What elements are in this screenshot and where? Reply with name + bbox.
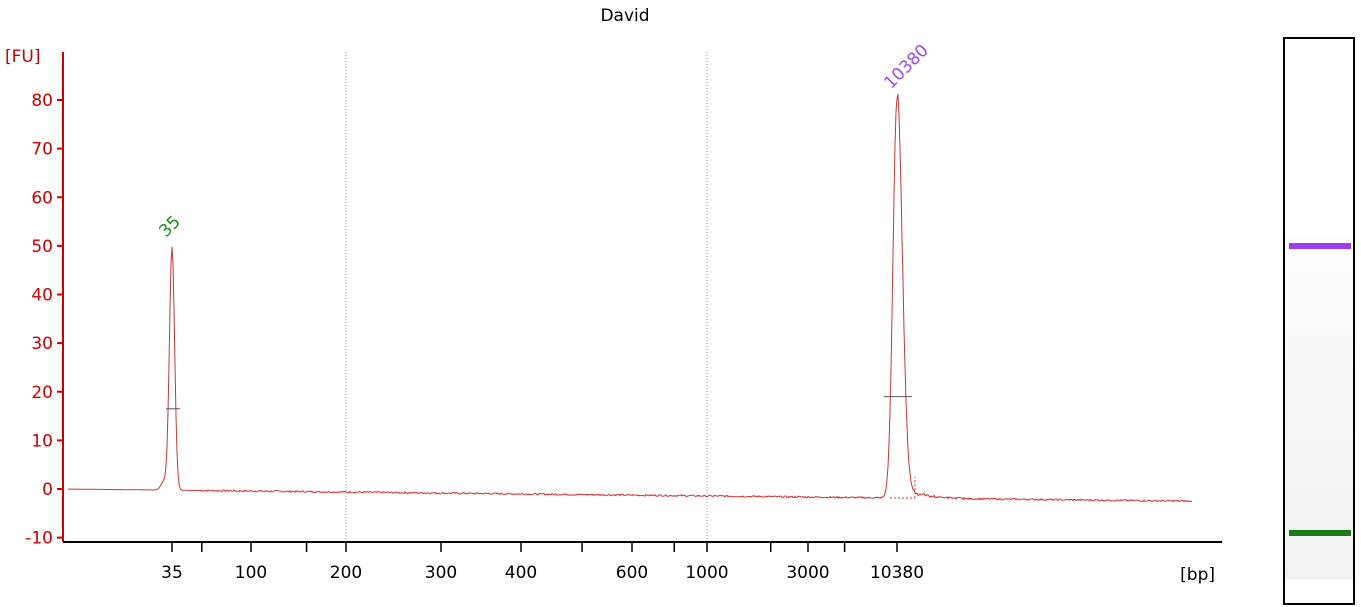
gel-smear bbox=[1285, 229, 1353, 579]
x-tick-label: 3000 bbox=[786, 563, 829, 583]
peak-label-35: 35 bbox=[155, 212, 184, 241]
gel-band-10380 bbox=[1289, 243, 1351, 249]
x-tick-label: 35 bbox=[161, 563, 183, 583]
signal-trace bbox=[68, 93, 1192, 503]
y-tick-label: 0 bbox=[42, 480, 53, 500]
peak-label-10380: 10380 bbox=[880, 41, 932, 93]
electropherogram-chart: -10 0 10 20 30 40 50 60 70 80 [FU] 35 100 200 300 400 60… bbox=[5, 41, 1222, 585]
x-tick-label: 400 bbox=[505, 563, 537, 583]
gel-lane bbox=[1283, 37, 1355, 605]
x-axis-label: [bp] bbox=[1180, 565, 1215, 585]
y-tick-label: 30 bbox=[31, 334, 53, 354]
y-tick-label: 20 bbox=[31, 383, 53, 403]
y-tick-label: 80 bbox=[31, 91, 53, 111]
y-tick-label: 40 bbox=[31, 286, 53, 306]
x-tick-label: 100 bbox=[235, 563, 267, 583]
y-tick-label: 60 bbox=[31, 188, 53, 208]
x-tick-label: 300 bbox=[425, 563, 457, 583]
y-tick-label: 70 bbox=[31, 140, 53, 160]
chart-title: David bbox=[600, 6, 650, 26]
gel-band-35 bbox=[1289, 530, 1351, 536]
x-tick-label: 600 bbox=[616, 563, 648, 583]
y-tick-label: 10 bbox=[31, 431, 53, 451]
x-tick-label: 1000 bbox=[685, 563, 728, 583]
x-tick-label: 10380 bbox=[870, 563, 924, 583]
y-tick-label: -10 bbox=[25, 529, 53, 549]
y-axis-label: [FU] bbox=[5, 47, 41, 67]
x-tick-label: 200 bbox=[330, 563, 362, 583]
y-tick-label: 50 bbox=[31, 237, 53, 257]
